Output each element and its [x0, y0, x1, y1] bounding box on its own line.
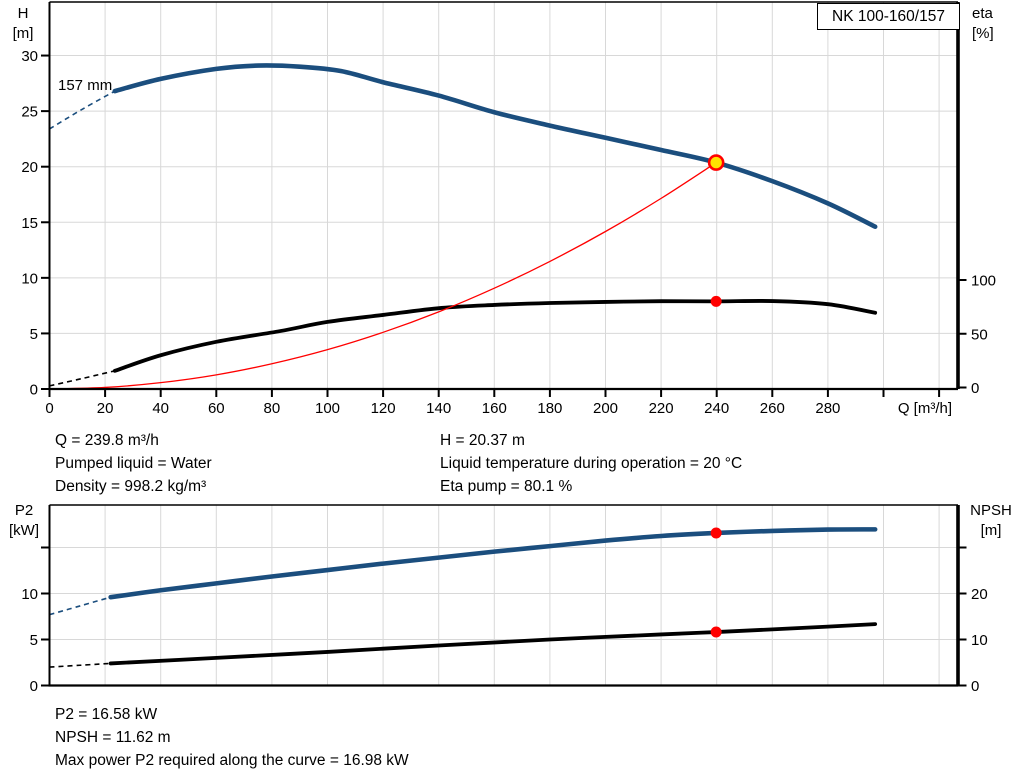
info-pumped-liquid: Pumped liquid = Water: [55, 455, 212, 472]
info-liquid-temperature: Liquid temperature during operation = 20…: [440, 455, 743, 472]
flow-axis-label: Q [m³/h]: [897, 400, 952, 417]
head-axis-label-line1: H: [17, 5, 29, 22]
info-flow: Q = 239.8 m³/h: [55, 432, 159, 449]
pump-type-label: NK 100-160/157: [832, 8, 945, 25]
info-density: Density = 998.2 kg/m³: [55, 478, 207, 495]
flow-tick-label: 240: [704, 400, 729, 417]
info-eta-pump: Eta pump = 80.1 %: [440, 478, 573, 495]
head-tick-label: 20: [21, 159, 38, 176]
info-head: H = 20.37 m: [440, 432, 525, 449]
head-tick-label: 5: [30, 326, 38, 343]
p2-point-marker: [710, 527, 722, 539]
flow-tick-label: 120: [371, 400, 396, 417]
head-tick-label: 30: [21, 48, 38, 65]
npsh-axis-label: NPSH [m]: [962, 501, 1020, 541]
duty-info-right: H = 20.37 m Liquid temperature during op…: [440, 429, 742, 498]
head-curve-157mm-dashed: [49, 90, 116, 130]
flow-tick-label: 100: [315, 400, 340, 417]
info-p2: P2 = 16.58 kW: [55, 706, 158, 723]
flow-tick-label: 60: [208, 400, 225, 417]
head-tick-label: 10: [21, 270, 38, 287]
npsh-tick-label: 10: [971, 632, 988, 649]
power-info: P2 = 16.58 kW NPSH = 11.62 m Max power P…: [55, 703, 409, 772]
efficiency-curve: [112, 299, 878, 373]
pump-type-label-box: NK 100-160/157: [817, 3, 960, 30]
npsh-curve: [108, 622, 878, 666]
npsh-curve-dashed: [49, 662, 111, 668]
p2-curve: [108, 527, 878, 600]
eta-axis-label: eta [%]: [972, 4, 1022, 44]
eta-axis-label-line1: eta: [972, 5, 993, 22]
flow-tick-label: 140: [426, 400, 451, 417]
npsh-tick-label: 0: [971, 678, 979, 695]
flow-tick-label: 280: [815, 400, 840, 417]
head-curve-157mm: [112, 63, 878, 230]
p2-axis-label-line2: [kW]: [9, 522, 39, 539]
p2-curve-dashed: [49, 596, 111, 616]
p2-tick-label: 10: [21, 586, 38, 603]
duty-point-marker[interactable]: [707, 154, 725, 171]
flow-tick-label: 40: [152, 400, 169, 417]
p2-axis-label: P2 [kW]: [2, 501, 46, 541]
p2-tick-label: 5: [30, 632, 38, 649]
eta-tick-label: 0: [971, 380, 979, 397]
eta-tick-label: 50: [971, 326, 988, 343]
impeller-diameter-label: 157 mm: [58, 77, 113, 94]
head-axis-label-line2: [m]: [12, 25, 34, 42]
flow-tick-label: 200: [593, 400, 618, 417]
npsh-tick-label: 20: [971, 586, 988, 603]
p2-axis-label-line1: P2: [14, 502, 34, 519]
flow-tick-label: 260: [760, 400, 785, 417]
npsh-point-marker: [710, 626, 722, 638]
p2-tick-label: 0: [30, 678, 38, 695]
duty-info-left: Q = 239.8 m³/h Pumped liquid = Water Den…: [55, 429, 212, 498]
npsh-axis-label-line2: [m]: [980, 522, 1002, 539]
flow-tick-label: 80: [264, 400, 281, 417]
flow-tick-label: 0: [45, 400, 53, 417]
flow-tick-label: 180: [537, 400, 562, 417]
head-axis-label: H [m]: [2, 4, 44, 44]
info-npsh: NPSH = 11.62 m: [55, 729, 171, 746]
head-tick-label: 15: [21, 215, 38, 232]
flow-tick-label: 160: [482, 400, 507, 417]
efficiency-point-marker: [710, 295, 722, 307]
eta-tick-label: 100: [971, 273, 996, 290]
flow-tick-label: 220: [649, 400, 674, 417]
info-max-power: Max power P2 required along the curve = …: [55, 752, 409, 769]
system-curve: [48, 161, 717, 390]
head-tick-label: 0: [30, 382, 38, 399]
head-tick-label: 25: [21, 104, 38, 121]
flow-tick-label: 20: [97, 400, 114, 417]
eta-axis-label-line2: [%]: [972, 25, 994, 42]
npsh-axis-label-line1: NPSH: [970, 502, 1012, 519]
